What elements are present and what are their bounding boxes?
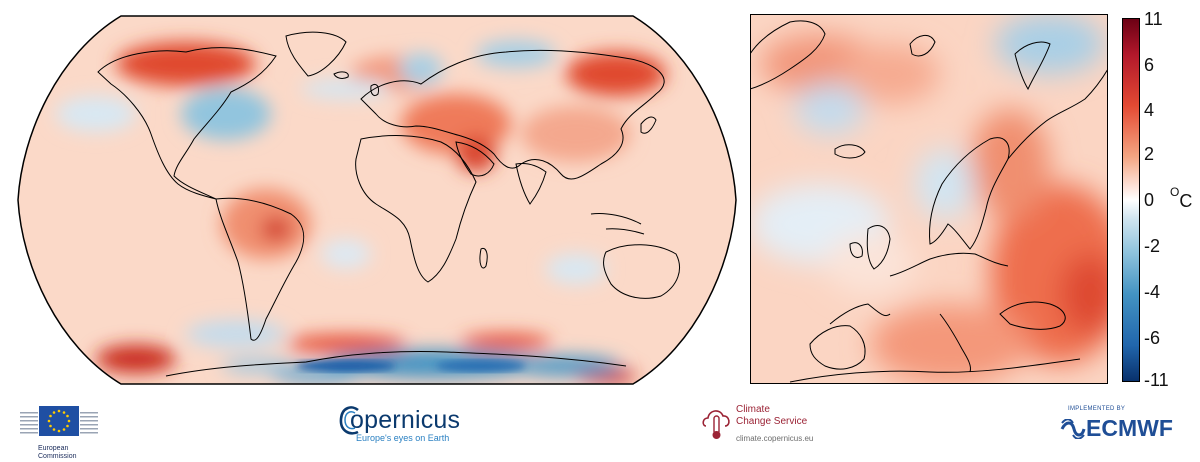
colorbar-tick-label: 4 — [1144, 100, 1155, 120]
c3s-label-1: Climate — [736, 404, 770, 415]
copernicus-c-icon — [339, 406, 359, 435]
copernicus-logo: opernicus Europe's eyes on Earth — [338, 400, 498, 450]
ec-label-2: Commission — [38, 453, 77, 460]
ecmwf-wave-icon — [1060, 419, 1086, 439]
copernicus-tagline: Europe's eyes on Earth — [356, 433, 450, 443]
colorbar — [1122, 18, 1140, 382]
colorbar-tick-label: 0 — [1144, 190, 1155, 210]
european-commission-logo: European Commission — [18, 402, 118, 460]
colorbar-tick-label: -6 — [1144, 328, 1161, 348]
colorbar-tick-label: -4 — [1144, 282, 1161, 302]
colorbar-tick-label: 2 — [1144, 144, 1155, 164]
ecmwf-wordmark: ECMWF — [1086, 415, 1173, 441]
c3s-url: climate.copernicus.eu — [736, 434, 814, 443]
ec-building-icon — [20, 406, 98, 436]
ec-label-1: European — [38, 445, 69, 452]
thermometer-cloud-icon — [702, 410, 730, 439]
c3s-logo: Climate Change Service climate.copernicu… — [700, 402, 840, 450]
colorbar-tick-label: 6 — [1144, 55, 1155, 75]
colorbar-tick-label: -11 — [1144, 370, 1169, 390]
c3s-label-2: Change Service — [736, 416, 808, 427]
colorbar-tick-label: 11 — [1144, 9, 1163, 29]
copernicus-wordmark: opernicus — [350, 406, 461, 434]
colorbar-unit: OC — [1170, 185, 1193, 211]
europe-anomaly-map — [750, 14, 1108, 384]
colorbar-tick-label: -2 — [1144, 236, 1161, 256]
world-anomaly-map — [17, 15, 737, 385]
ecmwf-logo: IMPLEMENTED BY ECMWF — [1058, 406, 1184, 444]
ecmwf-implemented-label: IMPLEMENTED BY — [1068, 406, 1126, 412]
